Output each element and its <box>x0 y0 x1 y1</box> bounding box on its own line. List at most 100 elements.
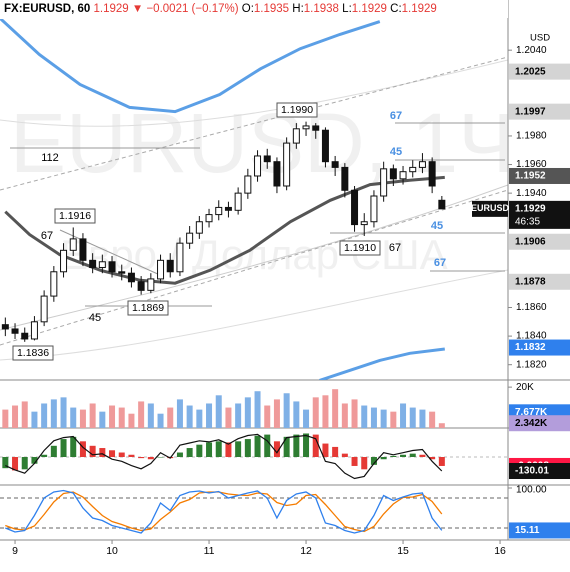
volume-bar <box>293 401 300 428</box>
volume-bar <box>109 405 116 428</box>
histogram-bar <box>409 453 416 457</box>
label-box <box>54 208 96 224</box>
histogram-bar <box>109 450 116 457</box>
volume-bar <box>370 407 377 428</box>
countdown: 46:35 <box>515 217 540 228</box>
price-tag-label: 1.2025 <box>515 66 546 77</box>
y-tick-label: 1.2040 <box>516 45 547 56</box>
histogram-bar <box>244 439 251 457</box>
candle-body <box>195 221 203 234</box>
volume-bar <box>31 411 38 428</box>
histogram-bar <box>138 457 145 459</box>
candle-body <box>89 259 97 268</box>
y-tick-label: 1.1820 <box>516 359 547 370</box>
header: FX:EURUSD, 60 1.1929 ▼ −0.0021 (−0.17%) … <box>4 3 437 15</box>
histogram-bar <box>438 457 445 466</box>
header-bg <box>0 0 508 18</box>
price-tag <box>509 167 570 184</box>
stoch-k-line <box>5 489 443 534</box>
volume-bar <box>390 411 397 428</box>
candle-body <box>147 278 155 291</box>
volume-bar <box>138 401 145 428</box>
annotation: 67 <box>389 242 401 254</box>
candle-body <box>1 324 9 330</box>
volume-bar <box>361 405 368 428</box>
annotation: 45 <box>390 146 402 158</box>
y-tick-label: 100.00 <box>516 485 547 496</box>
candle-body <box>11 328 19 334</box>
watermark-text: EURUSD, 1Ч <box>10 96 514 190</box>
trend-line <box>0 189 508 346</box>
candle-body <box>399 171 407 180</box>
annotation: 67 <box>434 257 446 269</box>
overlay-line <box>4 175 445 285</box>
histogram-bar <box>12 457 19 471</box>
trend-line <box>0 56 508 191</box>
candle-body <box>351 189 359 226</box>
volume-bar <box>380 409 387 428</box>
candle-body <box>370 195 378 223</box>
open-label: O: <box>242 3 254 15</box>
candle-body <box>60 249 68 273</box>
x-tick-label: 15 <box>397 545 409 557</box>
y-tick-label: 20K <box>516 382 534 393</box>
candle-body <box>428 161 436 187</box>
candle-body <box>79 238 87 261</box>
x-tick-label: 10 <box>106 545 118 557</box>
volume-bar <box>429 411 436 428</box>
price-pane <box>0 19 446 380</box>
high-value: 1.1938 <box>304 3 339 15</box>
histogram-bar <box>186 448 193 457</box>
candle-body <box>215 206 223 216</box>
volume-bar <box>2 409 9 428</box>
candle-body <box>30 321 38 340</box>
price-tag-label: 1.1997 <box>515 106 546 117</box>
histogram-bar <box>312 434 319 457</box>
volume-bar <box>244 397 251 428</box>
cci-line <box>5 433 443 480</box>
candle-body <box>418 161 426 168</box>
candle-body <box>273 161 281 187</box>
volume-bar <box>438 423 445 428</box>
change-arrow: ▼ <box>132 3 143 15</box>
annotation: 1.1910 <box>344 242 376 254</box>
histogram-bar <box>390 455 397 457</box>
y-tick-label: 1.1840 <box>516 331 547 342</box>
volume-bar <box>303 409 310 428</box>
volume-bar <box>99 411 106 428</box>
volume-bar <box>206 403 213 428</box>
histogram-bar <box>21 457 28 470</box>
overlay-line <box>0 19 381 114</box>
candle-body <box>69 238 77 251</box>
volume-bar <box>12 405 19 428</box>
volume-bar <box>215 395 222 428</box>
low-label: L: <box>342 3 352 15</box>
volume-bar <box>167 407 174 428</box>
open-value: 1.1935 <box>254 3 289 15</box>
x-tick-label: 16 <box>494 545 506 557</box>
volume-bar <box>264 405 271 428</box>
price-tag <box>509 200 570 229</box>
annotation: 67 <box>41 230 53 242</box>
histogram-bar <box>157 457 164 458</box>
histogram-bar <box>322 443 329 457</box>
candle-body <box>108 261 116 273</box>
histogram-bar <box>41 454 48 457</box>
candle-body <box>137 281 145 291</box>
price-tag-label: -130.01 <box>515 466 549 477</box>
volume-bar <box>409 407 416 428</box>
histogram-bar <box>341 453 348 457</box>
candle-body <box>157 259 165 280</box>
histogram-bar <box>361 457 368 470</box>
histogram-bar <box>89 445 96 457</box>
candle-body <box>263 155 271 163</box>
volume-bar <box>196 409 203 428</box>
histogram-bar <box>50 445 57 457</box>
candle-body <box>389 168 397 180</box>
annotation: 1.1836 <box>17 347 49 359</box>
volume-bar <box>50 399 57 428</box>
y-tick-label: 1.1980 <box>516 131 547 142</box>
stoch-d-line <box>5 491 443 533</box>
annotation: 1.1869 <box>132 302 164 314</box>
